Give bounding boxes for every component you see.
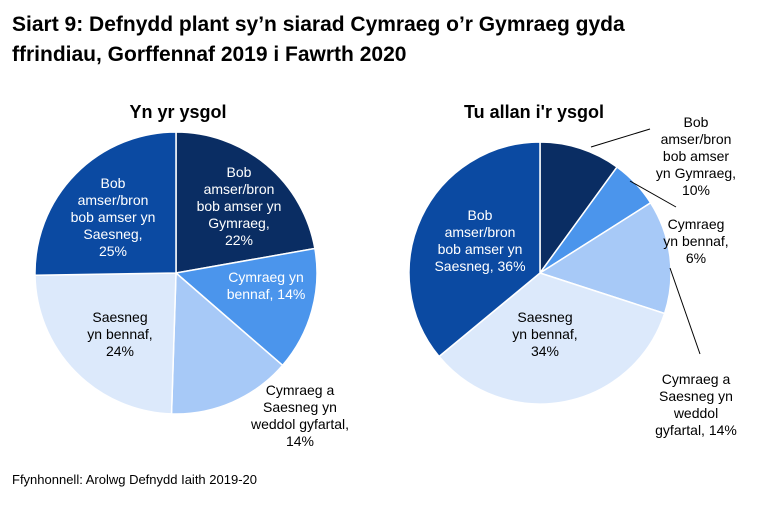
slice-label-2-mostly_welsh: Cymraeg yn bennaf, 6%: [663, 216, 728, 266]
pie-chart-2: Tu allan i'r ysgol Bob amser/bron bob amser…: [408, 102, 737, 438]
slice-label-1-always_welsh: Bob amser/bron bob amser yn Gymraeg, 22%: [197, 164, 282, 248]
slice-label-1-mostly_welsh: Cymraeg yn bennaf, 14%: [227, 269, 306, 302]
chart-title-line-1: Siart 9: Defnydd plant sy’n siarad Cymra…: [12, 13, 625, 36]
source-note: Ffynhonnell: Arolwg Defnydd Iaith 2019-2…: [12, 472, 257, 487]
pie-slice-1-mostly_english: [34, 272, 177, 415]
pie-chart-1: Yn yr ysgol Bob amser/bron bob amser yn Gymr…: [34, 102, 349, 449]
pie-slice-2-always_welsh: [539, 141, 619, 276]
slice-label-2-mostly_english: Saesneg yn bennaf, 34%: [512, 309, 577, 359]
pie-slice-2-mostly_english: [438, 272, 666, 405]
pie-slice-1-always_english: [34, 131, 177, 276]
pie-title-2: Tu allan i'r ysgol: [464, 102, 604, 122]
pie-slice-1-equal: [170, 271, 284, 415]
chart-title: Siart 9: Defnydd plant sy’n siarad Cymra…: [12, 10, 772, 70]
pie-slice-2-always_english: [408, 141, 541, 358]
slice-label-1-mostly_english: Saesneg yn bennaf, 24%: [87, 309, 152, 359]
slice-label-1-always_english: Bob amser/bron bob amser yn Saesneg, 25%: [71, 175, 156, 259]
pie-title-1: Yn yr ysgol: [129, 102, 226, 122]
leader-line-2-1: [590, 128, 651, 148]
leader-line-2-2: [629, 180, 677, 208]
slice-label-2-always_english: Bob amser/bron bob amser yn Saesneg, 36%: [434, 207, 525, 274]
chart-title-line-2: ffrindiau, Gorffennaf 2019 i Fawrth 2020: [12, 43, 407, 66]
leader-line-2-3: [669, 267, 701, 355]
pie-slice-1-always_welsh: [175, 131, 316, 274]
slice-label-2-equal: Cymraeg a Saesneg yn weddol gyfartal, 14%: [655, 371, 737, 438]
pie-slice-2-equal: [538, 201, 672, 315]
pie-slice-1-mostly_welsh: [174, 247, 318, 367]
slice-label-2-always_welsh: Bob amser/bron bob amser yn Gymraeg, 10%: [656, 114, 736, 198]
slice-label-1-equal: Cymraeg a Saesneg yn weddol gyfartal, 14%: [250, 382, 349, 449]
